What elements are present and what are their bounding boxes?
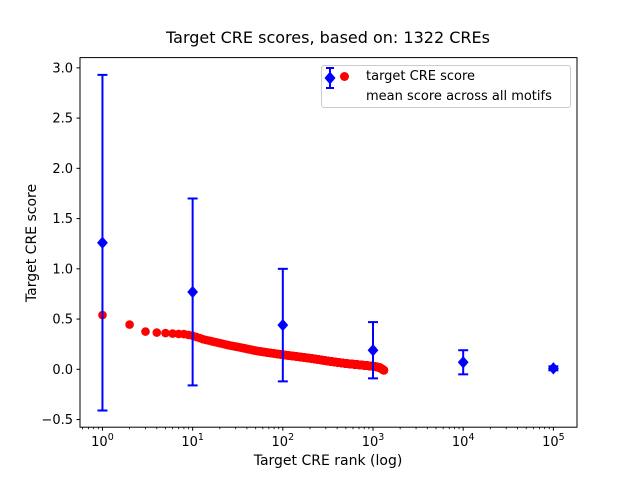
svg-text:2.5: 2.5 [52,112,73,127]
legend: target CRE score mean score across all m… [321,65,571,108]
svg-text:102: 102 [272,432,295,450]
svg-text:105: 105 [542,432,565,450]
svg-text:−0.5: −0.5 [41,413,73,428]
diamond-errorbar-icon [324,67,336,89]
legend-item-label: mean score across all motifs [366,89,552,105]
red-dot-icon [339,71,349,81]
svg-text:100: 100 [91,432,114,450]
x-axis-label: Target CRE rank (log) [253,453,403,469]
svg-text:2.0: 2.0 [52,162,73,177]
blue-errorbar-series [97,73,559,412]
legend-item-label: target CRE score [366,68,476,84]
svg-text:101: 101 [181,432,204,450]
svg-text:103: 103 [362,432,385,450]
legend-item-target-score: target CRE score [322,66,570,86]
y-axis: −0.5 0.0 0.5 1.0 1.5 2.0 2.5 3.0 [41,61,80,428]
svg-text:1.5: 1.5 [52,212,73,227]
plot-frame [79,57,578,428]
svg-text:0.5: 0.5 [52,313,73,328]
x-axis: 100 101 102 103 104 105 [82,427,565,450]
red-circle-marker [322,71,366,81]
red-scatter-series [98,310,389,375]
svg-text:1.0: 1.0 [52,262,73,277]
chart-title: Target CRE scores, based on: 1322 CREs [166,28,490,47]
svg-text:0.0: 0.0 [52,363,73,378]
legend-item-mean-score: mean score across all motifs [322,67,570,107]
svg-text:104: 104 [452,432,475,450]
svg-text:3.0: 3.0 [52,61,73,76]
y-axis-label: Target CRE score [24,183,40,303]
